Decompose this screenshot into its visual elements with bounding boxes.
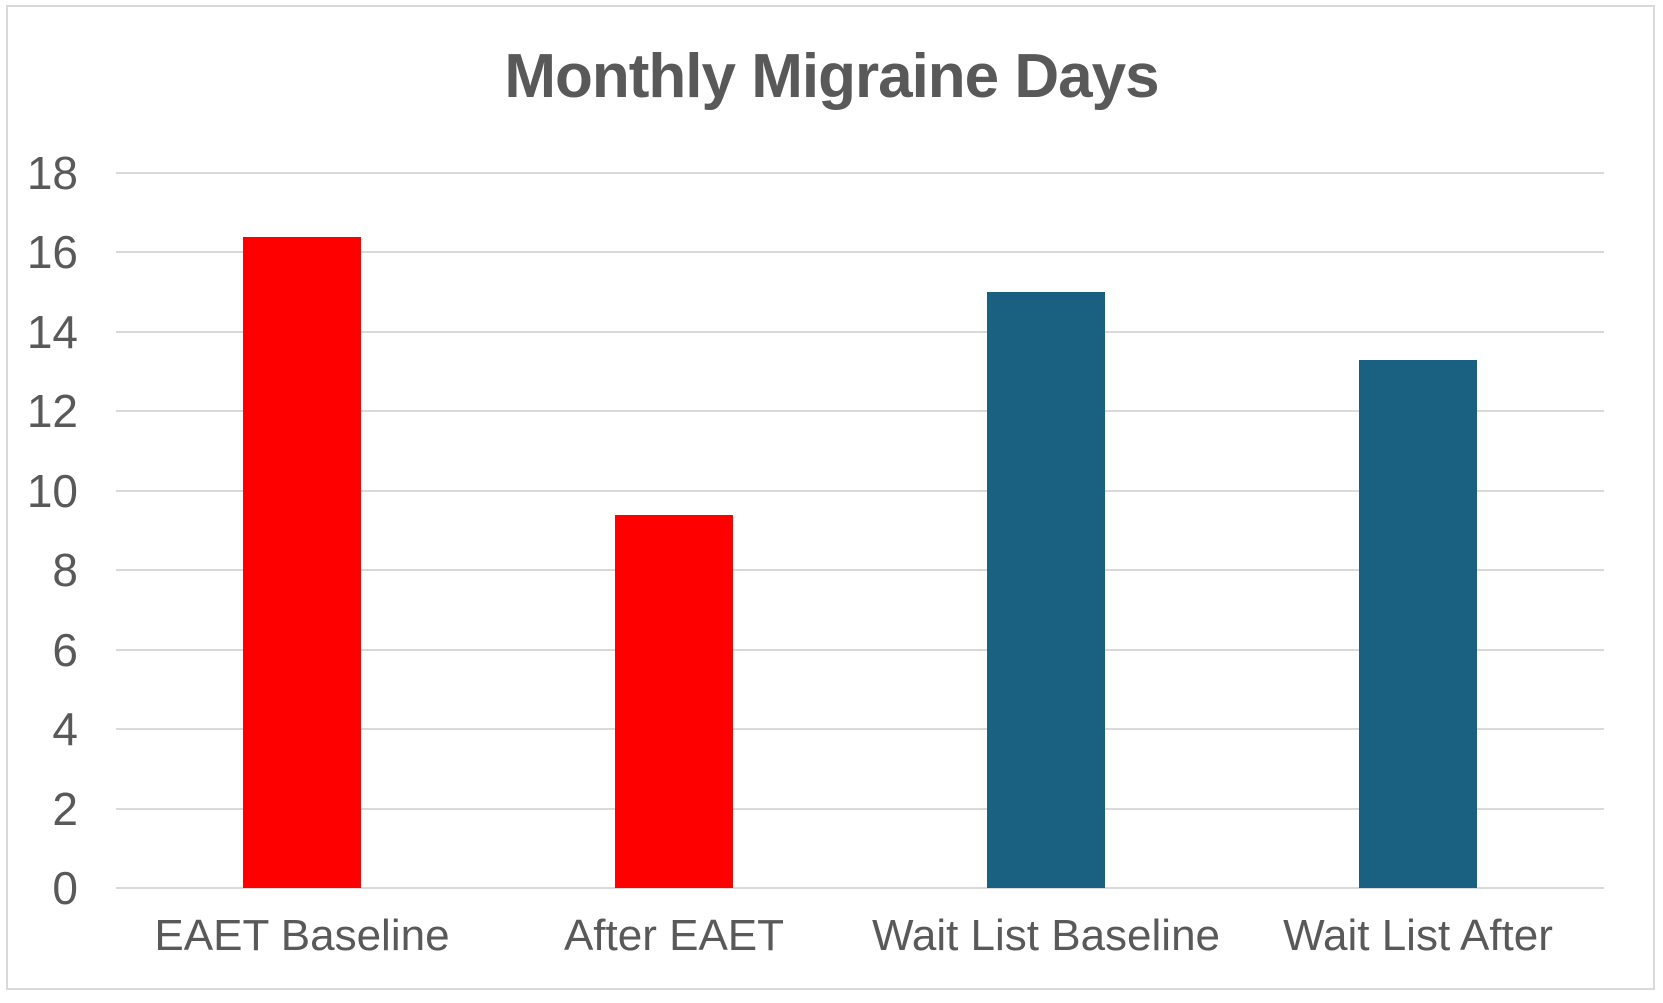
gridline xyxy=(116,251,1604,254)
y-axis-tick-label: 14 xyxy=(26,305,78,358)
gridline xyxy=(116,569,1604,572)
y-axis-tick-label: 4 xyxy=(52,703,78,756)
gridline xyxy=(116,648,1604,651)
x-axis-category-label: After EAET xyxy=(563,911,785,960)
y-axis-tick-label: 10 xyxy=(26,464,78,517)
x-axis-category-label: Wait List Baseline xyxy=(871,911,1221,960)
y-axis-tick-label: 2 xyxy=(52,782,78,835)
gridline xyxy=(116,410,1604,413)
chart-title: Monthly Migraine Days xyxy=(504,42,1159,111)
y-axis-tick-label: 18 xyxy=(26,147,78,199)
gridline xyxy=(116,489,1604,492)
x-axis-category-label: EAET Baseline xyxy=(154,911,450,960)
gridline xyxy=(116,728,1604,731)
y-axis-tick-label: 8 xyxy=(52,544,78,597)
y-axis-tick-label: 12 xyxy=(26,385,78,438)
gridline xyxy=(116,172,1604,174)
y-axis: 0 2 4 6 8 10 12 14 16 18 xyxy=(0,150,78,911)
gridline xyxy=(116,887,1604,889)
bar-wait-list-baseline xyxy=(987,292,1105,888)
y-axis-tick-label: 0 xyxy=(52,862,78,914)
gridline xyxy=(116,807,1604,810)
y-axis-tick-label: 6 xyxy=(52,623,78,676)
plot-area xyxy=(116,172,1604,889)
x-axis: EAET Baseline After EAET Wait List Baselin… xyxy=(116,908,1604,968)
x-axis-category-label: Wait List After xyxy=(1283,911,1553,960)
bar-after-eaet xyxy=(615,514,733,888)
y-axis-tick-label: 16 xyxy=(26,226,78,279)
bar-wait-list-after xyxy=(1359,359,1477,888)
bar-eaet-baseline xyxy=(243,236,361,888)
gridline xyxy=(116,330,1604,333)
